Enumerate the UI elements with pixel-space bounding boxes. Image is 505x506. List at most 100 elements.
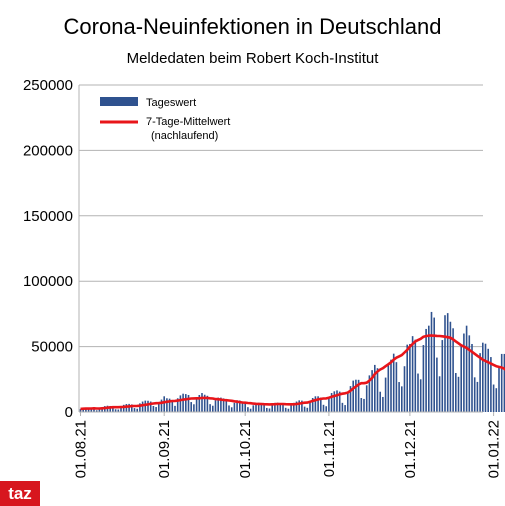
bar [87,407,90,412]
bar [203,394,206,412]
bar [266,407,268,412]
x-tick-label: 01.08.21 [73,420,90,478]
bar [371,370,373,412]
bar [417,373,419,412]
bar [438,376,441,412]
bar [220,397,222,412]
bar [503,353,505,412]
bar [230,407,233,412]
bar [476,381,479,412]
bar [125,404,128,412]
y-tick-label: 100000 [23,273,73,290]
bar [114,409,117,412]
bar [398,382,400,412]
bar [252,405,255,412]
bar [306,407,309,412]
bar [190,402,192,412]
bar [482,342,484,412]
bar [187,394,190,412]
bar [392,353,395,412]
bar [244,401,246,412]
bar [484,343,487,412]
bar [144,400,147,412]
bar [403,366,406,412]
bar [314,396,317,412]
axes: 0 50000 100000 150000 200000 250000 01.08.21 01… [23,77,503,478]
x-tick-label: 01.01.22 [486,420,503,478]
bars-tageswert [79,311,505,412]
bar [131,404,133,412]
bar [452,328,454,412]
bar [101,407,103,412]
bar [352,380,354,412]
bar [298,400,300,412]
bar [95,410,98,412]
bar [471,343,473,412]
bar [284,407,287,412]
bar [468,335,471,412]
bar [93,408,95,412]
bar [239,400,241,412]
bar [387,364,390,412]
bar [492,384,495,412]
x-tick-label: 01.11.21 [321,420,338,477]
bar [271,404,273,412]
bar [349,386,352,412]
bar [263,403,265,412]
y-tick-label: 200000 [23,142,73,159]
bar [384,377,387,412]
legend-label-mittelwert: 7-Tage-Mittelwert [146,116,230,128]
average-line [80,334,505,411]
bar [249,408,252,412]
bar [338,391,341,412]
bar [322,404,325,412]
bar [185,394,187,412]
bar [309,401,311,412]
bar [79,409,82,412]
bar [328,397,330,412]
y-tick-label: 150000 [23,208,73,225]
bar [341,402,344,412]
bar [357,379,360,412]
bar [428,325,430,412]
bar [206,395,209,412]
bar [155,407,157,412]
bar [98,408,101,412]
bar [260,402,263,412]
bar [168,398,171,412]
bar [441,340,444,412]
bar [374,364,376,412]
bar [282,403,284,412]
bar [174,405,176,412]
bar [212,405,214,412]
bar [460,346,462,412]
bar [247,407,249,412]
bar [355,379,357,412]
y-tick-label: 250000 [23,77,73,94]
bar [293,402,295,412]
bar [158,402,160,412]
legend: Tageswert 7-Tage-Mittelwert (nachlaufend… [100,97,230,142]
bar [449,321,452,412]
bar [228,405,230,412]
bar [182,393,184,412]
bar [171,401,174,412]
bar [176,398,179,412]
bar [141,401,144,412]
bar [198,394,201,412]
bar [395,362,398,412]
bar [365,385,368,412]
bar [209,404,211,412]
bar [336,390,338,412]
bar [287,408,290,412]
bar [465,325,468,412]
bar [419,379,422,412]
bar [379,391,381,412]
bar [274,402,276,412]
bar [479,353,481,412]
bar [214,400,217,412]
bar [295,401,298,412]
bar [233,402,236,412]
bar [325,406,327,412]
bar [225,399,228,412]
